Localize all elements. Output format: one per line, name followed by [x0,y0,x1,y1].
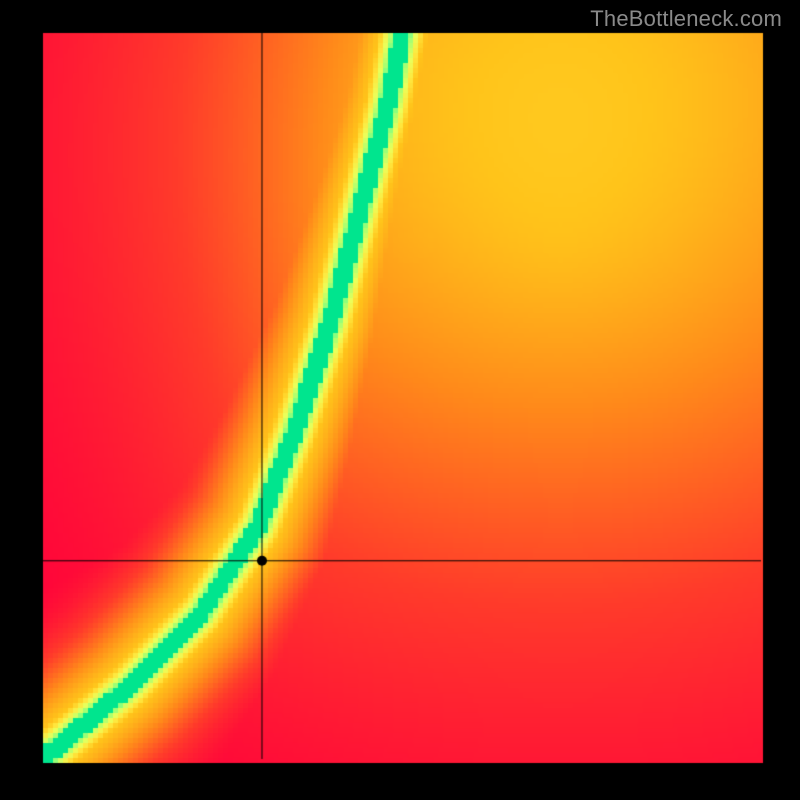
watermark-label: TheBottleneck.com [590,6,782,32]
bottleneck-heatmap [0,0,800,800]
